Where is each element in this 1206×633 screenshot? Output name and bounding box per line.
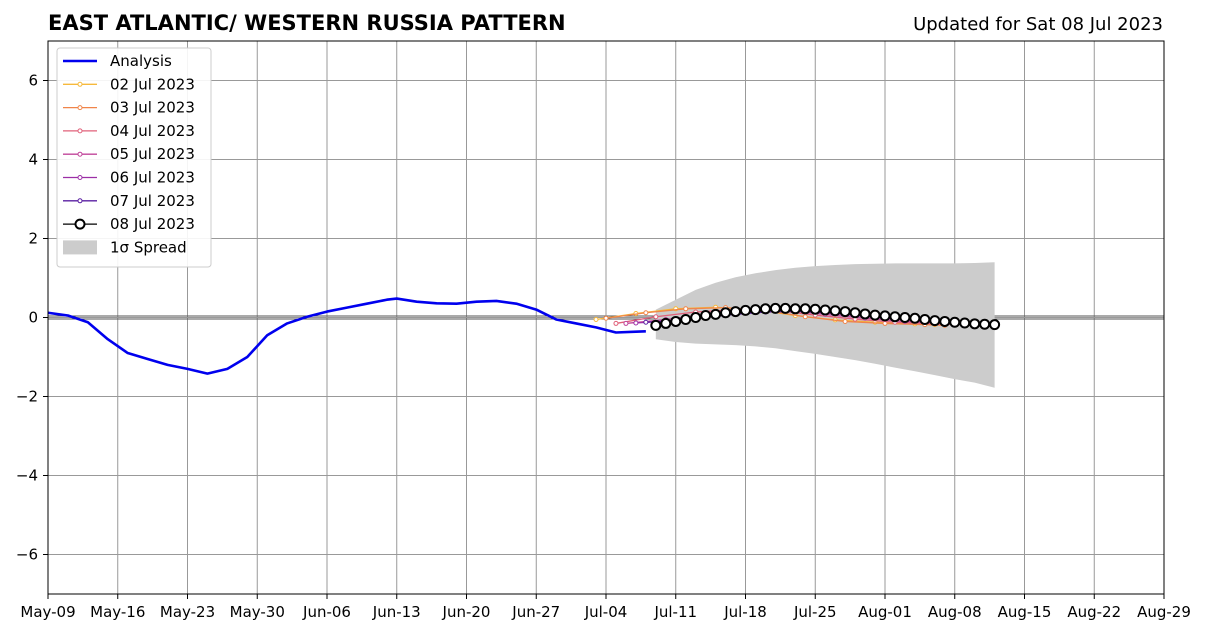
data-point: [959, 317, 971, 329]
data-point: [683, 306, 689, 312]
data-point: [909, 312, 921, 324]
x-tick-label: Jul-25: [793, 603, 837, 621]
y-tick-label: 0: [28, 309, 38, 327]
data-point: [829, 305, 841, 317]
x-tick-label: Aug-08: [928, 603, 982, 621]
data-point: [759, 303, 771, 315]
data-point: [869, 309, 881, 321]
data-point: [819, 304, 831, 316]
data-point: [802, 314, 808, 320]
x-tick-label: Aug-29: [1137, 603, 1191, 621]
y-tick-label: 4: [28, 151, 38, 169]
x-tick-label: Jun-20: [442, 603, 491, 621]
data-point: [899, 312, 911, 323]
legend-label: 07 Jul 2023: [110, 192, 195, 210]
x-tick-label: Aug-01: [858, 603, 912, 621]
y-tick-label: −2: [16, 388, 38, 406]
data-point: [603, 315, 609, 321]
y-tick-label: −4: [16, 467, 38, 485]
legend-marker: [74, 218, 86, 230]
data-point: [842, 318, 848, 324]
data-point: [749, 304, 761, 316]
data-point: [650, 319, 662, 331]
data-point: [670, 315, 682, 327]
data-point: [809, 303, 821, 315]
data-point: [720, 307, 732, 319]
x-tick-label: Jul-11: [653, 603, 697, 621]
data-point: [929, 315, 941, 327]
plot-frame: [47, 40, 1165, 595]
data-point: [889, 311, 901, 323]
data-point: [633, 320, 639, 326]
y-tick-label: 6: [28, 72, 38, 90]
data-point: [740, 304, 751, 316]
data-point: [730, 306, 742, 318]
data-point: [989, 319, 1001, 331]
x-tick-label: Jun-13: [372, 603, 421, 621]
data-point: [849, 307, 861, 319]
x-tick-label: May-30: [230, 603, 285, 621]
data-point: [949, 316, 961, 328]
legend-label: 1σ Spread: [110, 238, 187, 256]
legend-marker: [77, 198, 83, 204]
legend-label: 03 Jul 2023: [110, 99, 195, 117]
x-tick-label: Jul-18: [723, 603, 767, 621]
legend-label: 04 Jul 2023: [110, 122, 195, 140]
x-tick-label: Aug-15: [998, 603, 1052, 621]
y-tick-label: −6: [16, 546, 38, 564]
legend-marker: [77, 105, 83, 111]
data-point: [613, 320, 619, 326]
legend-marker: [77, 175, 83, 180]
data-point: [690, 312, 702, 323]
data-point: [859, 308, 871, 320]
data-point: [839, 306, 851, 318]
y-tick-label: 2: [28, 230, 38, 248]
x-tick-label: Aug-22: [1067, 603, 1121, 621]
legend-box: [56, 47, 212, 268]
x-tick-label: May-16: [90, 603, 145, 621]
spread-band: [655, 262, 995, 388]
x-tick-label: Jun-27: [511, 603, 560, 621]
x-tick-label: May-23: [160, 603, 215, 621]
data-point: [769, 302, 781, 314]
data-point: [789, 303, 801, 315]
data-point: [700, 310, 712, 322]
data-point: [939, 315, 951, 327]
chart-subtitle: Updated for Sat 08 Jul 2023: [913, 14, 1163, 35]
series-line: [47, 297, 646, 375]
data-point: [680, 313, 692, 325]
legend-swatch: [63, 240, 97, 255]
legend-label: 02 Jul 2023: [110, 75, 195, 93]
legend-label: 08 Jul 2023: [110, 215, 195, 233]
data-point: [919, 313, 931, 325]
legend-marker: [77, 128, 83, 134]
data-point: [799, 303, 811, 315]
legend-label: Analysis: [110, 52, 172, 70]
x-tick-label: Jul-04: [584, 603, 628, 621]
data-point: [879, 310, 891, 322]
data-point: [710, 308, 722, 320]
data-point: [979, 318, 991, 330]
legend-label: 06 Jul 2023: [110, 169, 195, 187]
data-point: [593, 316, 599, 322]
legend-marker: [77, 81, 83, 87]
data-point: [660, 317, 672, 329]
legend-label: 05 Jul 2023: [110, 145, 195, 163]
data-point: [969, 318, 981, 330]
data-point: [653, 314, 659, 320]
x-tick-label: May-09: [20, 603, 75, 621]
data-point: [643, 310, 649, 316]
chart-title: EAST ATLANTIC/ WESTERN RUSSIA PATTERN: [48, 11, 566, 35]
data-point: [643, 319, 649, 325]
legend-marker: [77, 151, 83, 157]
x-tick-label: Jun-06: [302, 603, 351, 621]
data-point: [623, 320, 629, 326]
data-point: [779, 302, 791, 314]
